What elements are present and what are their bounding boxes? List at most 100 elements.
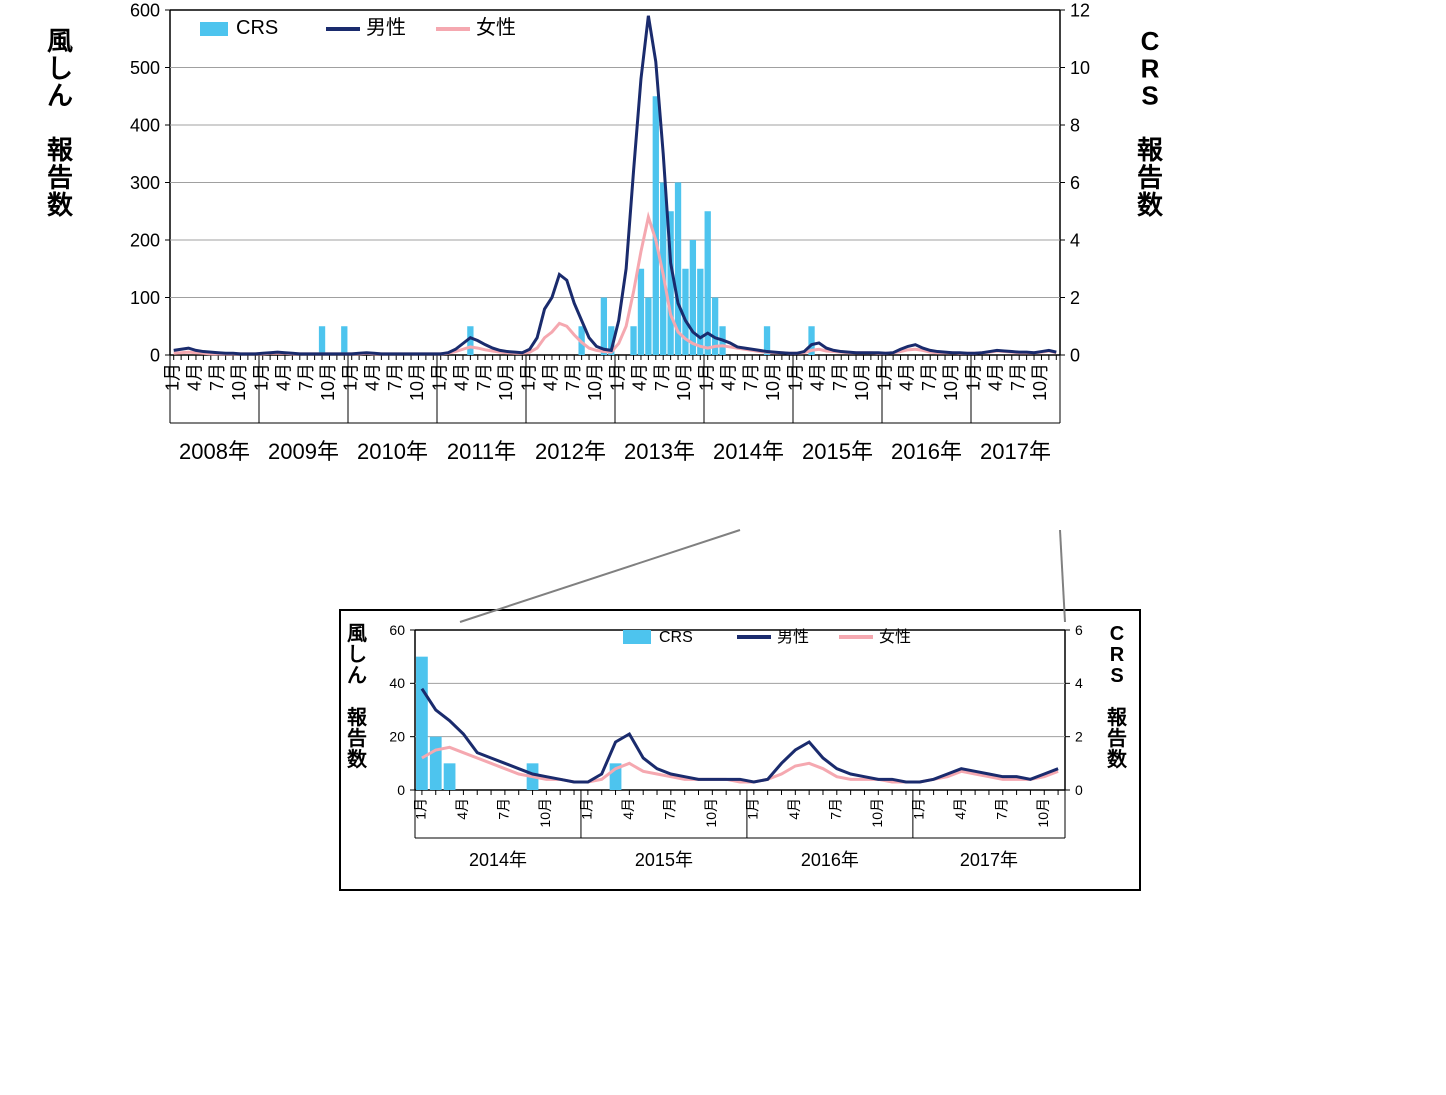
ytick-right: 8 [1070, 115, 1080, 135]
month-label: 4月 [808, 363, 828, 391]
month-label: 4月 [274, 363, 294, 391]
month-label: 7月 [474, 363, 494, 391]
legend-label: 男性 [366, 16, 406, 39]
month-label: 7月 [563, 363, 583, 391]
year-label: 2016年 [891, 439, 962, 464]
axis-label-char: 告 [347, 727, 367, 750]
year-label: 2015年 [802, 439, 873, 464]
crs-bar [416, 657, 428, 790]
ytick-right: 12 [1070, 0, 1090, 20]
month-label: 7月 [919, 363, 939, 391]
month-label: 7月 [993, 798, 1009, 820]
month-label: 10月 [703, 798, 719, 828]
axis-label-char: 告 [47, 163, 73, 193]
ytick-right: 10 [1070, 58, 1090, 78]
year-label: 2013年 [624, 439, 695, 464]
year-label: 2008年 [179, 439, 250, 464]
ytick-right: 0 [1075, 782, 1083, 798]
month-label: 10月 [496, 363, 516, 401]
year-label: 2017年 [960, 850, 1018, 870]
crs-bar [645, 298, 651, 356]
month-label: 4月 [952, 798, 968, 820]
month-label: 1月 [251, 363, 271, 391]
legend-label: CRS [236, 17, 278, 39]
axis-label-char: し [347, 644, 367, 666]
crs-bar [653, 96, 659, 355]
ytick-left: 60 [389, 622, 405, 638]
crs-bar [697, 269, 703, 355]
month-label: 4月 [719, 363, 739, 391]
month-label: 7月 [828, 798, 844, 820]
month-label: 4月 [986, 363, 1006, 391]
axis-label-char: し [47, 53, 73, 83]
year-label: 2010年 [357, 439, 428, 464]
month-label: 10月 [537, 798, 553, 828]
month-label: 1月 [874, 363, 894, 391]
axis-label-char: 報 [347, 706, 368, 729]
ytick-left: 300 [130, 173, 160, 193]
month-label: 1月 [785, 363, 805, 391]
axis-label-char: R [1110, 644, 1125, 666]
year-label: 2011年 [447, 439, 516, 464]
axis-label-char: C [1110, 623, 1124, 645]
ytick-right: 2 [1070, 288, 1080, 308]
ytick-right: 4 [1070, 230, 1080, 250]
month-label: 7月 [385, 363, 405, 391]
ytick-left: 500 [130, 58, 160, 78]
axis-label-char: ん [347, 665, 367, 687]
month-label: 7月 [296, 363, 316, 391]
year-label: 2014年 [713, 439, 784, 464]
ytick-left: 400 [130, 115, 160, 135]
month-label: 7月 [1008, 363, 1028, 391]
month-label: 7月 [662, 798, 678, 820]
axis-label-char: 数 [1107, 747, 1128, 771]
month-label: 1月 [607, 363, 627, 391]
month-label: 4月 [620, 798, 636, 820]
crs-bar [638, 269, 644, 355]
crs-bar [319, 326, 325, 355]
axis-label-char: 告 [1107, 727, 1127, 750]
month-label: 4月 [452, 363, 472, 391]
month-label: 10月 [674, 363, 694, 401]
crs-bar [430, 737, 442, 790]
month-label: 4月 [786, 798, 802, 820]
ytick-left: 200 [130, 230, 160, 250]
axis-label-char: C [1141, 26, 1160, 56]
legend-label: CRS [659, 629, 693, 646]
month-label: 1月 [963, 363, 983, 391]
ytick-right: 2 [1075, 729, 1083, 745]
ytick-left: 40 [389, 675, 405, 691]
month-label: 1月 [518, 363, 538, 391]
month-label: 1月 [162, 363, 182, 391]
ytick-left: 0 [397, 782, 405, 798]
month-label: 10月 [852, 363, 872, 401]
month-label: 10月 [407, 363, 427, 401]
month-label: 4月 [897, 363, 917, 391]
month-label: 7月 [652, 363, 672, 391]
crs-bar [341, 326, 347, 355]
month-label: 1月 [340, 363, 360, 391]
legend-label: 男性 [777, 628, 809, 646]
legend-swatch-bar [200, 22, 228, 36]
month-label: 10月 [869, 798, 885, 828]
month-label: 10月 [229, 363, 249, 401]
month-label: 7月 [496, 798, 512, 820]
year-label: 2014年 [469, 850, 527, 870]
month-label: 1月 [696, 363, 716, 391]
axis-label-char: R [1141, 53, 1160, 83]
ytick-right: 4 [1075, 675, 1083, 691]
month-label: 4月 [363, 363, 383, 391]
connector-line [1060, 530, 1065, 622]
axis-label-char: 風 [47, 26, 73, 56]
month-label: 10月 [318, 363, 338, 401]
month-label: 7月 [207, 363, 227, 391]
month-label: 4月 [454, 798, 470, 820]
month-label: 4月 [630, 363, 650, 391]
legend-label: 女性 [476, 16, 516, 39]
month-label: 10月 [585, 363, 605, 401]
chart-stage: 01002003004005006000246810121月4月7月10月200… [0, 0, 1446, 1090]
axis-label-char: 報 [1107, 706, 1128, 729]
ytick-right: 6 [1070, 173, 1080, 193]
month-label: 4月 [185, 363, 205, 391]
month-label: 4月 [541, 363, 561, 391]
